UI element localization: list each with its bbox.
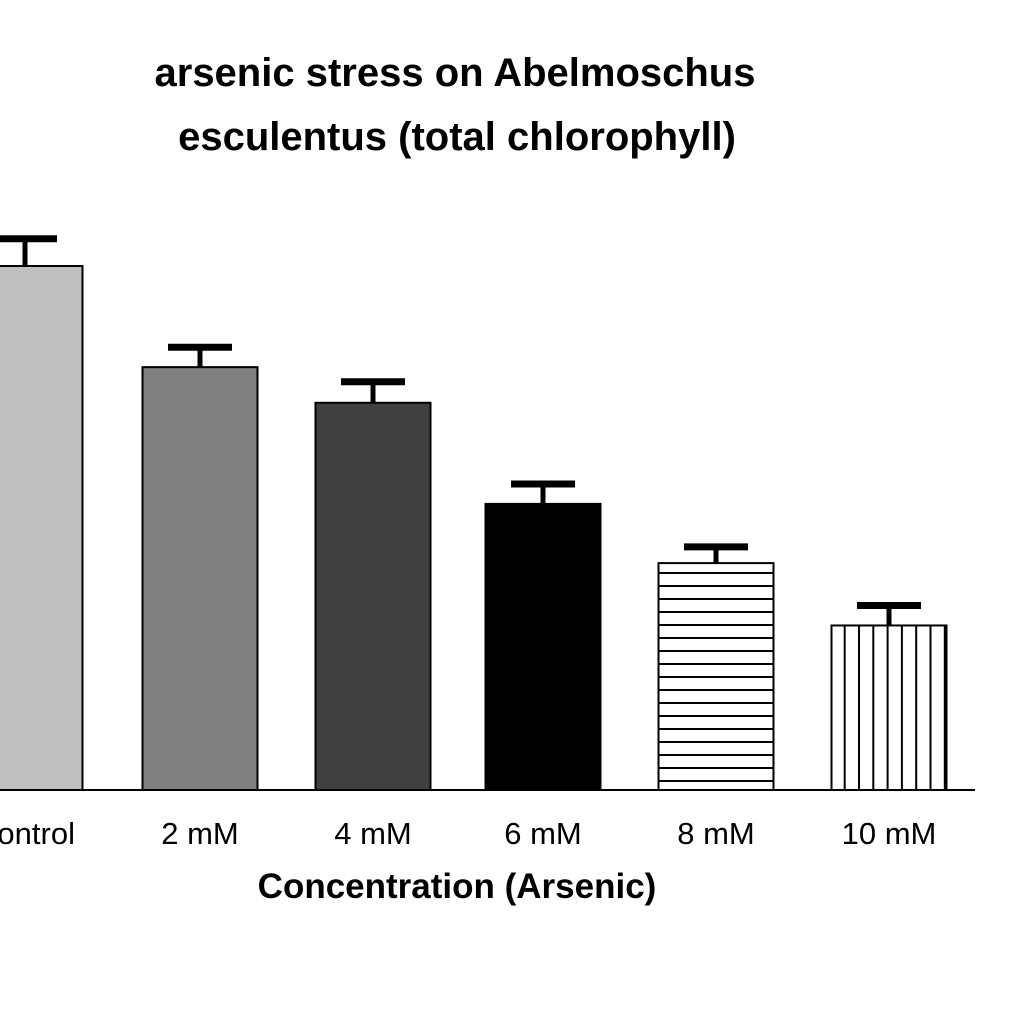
chart-title-line-2: esculentus (total chlorophyll) — [178, 115, 736, 159]
bar-group — [0, 265, 948, 791]
bar-1 — [141, 366, 259, 791]
chart-title-line-1: arsenic stress on Abelmoschus — [155, 51, 756, 95]
bar-2 — [314, 401, 432, 791]
bar-3 — [484, 502, 602, 791]
x-tick-label-5: 10 mM — [842, 816, 937, 851]
x-tick-label-2: 4 mM — [334, 816, 412, 851]
x-tick-label-0: Control — [0, 816, 75, 851]
x-tick-label-3: 6 mM — [504, 816, 582, 851]
x-axis-title: Concentration (Arsenic) — [258, 867, 657, 906]
bar-5 — [830, 624, 948, 791]
x-tick-labels: Control 2 mM 4 mM 6 mM 8 mM 10 mM — [0, 816, 936, 851]
x-tick-label-1: 2 mM — [161, 816, 239, 851]
bar-0 — [0, 265, 84, 791]
bar-4 — [657, 562, 775, 791]
x-tick-label-4: 8 mM — [677, 816, 755, 851]
error-bar-group — [0, 235, 921, 626]
